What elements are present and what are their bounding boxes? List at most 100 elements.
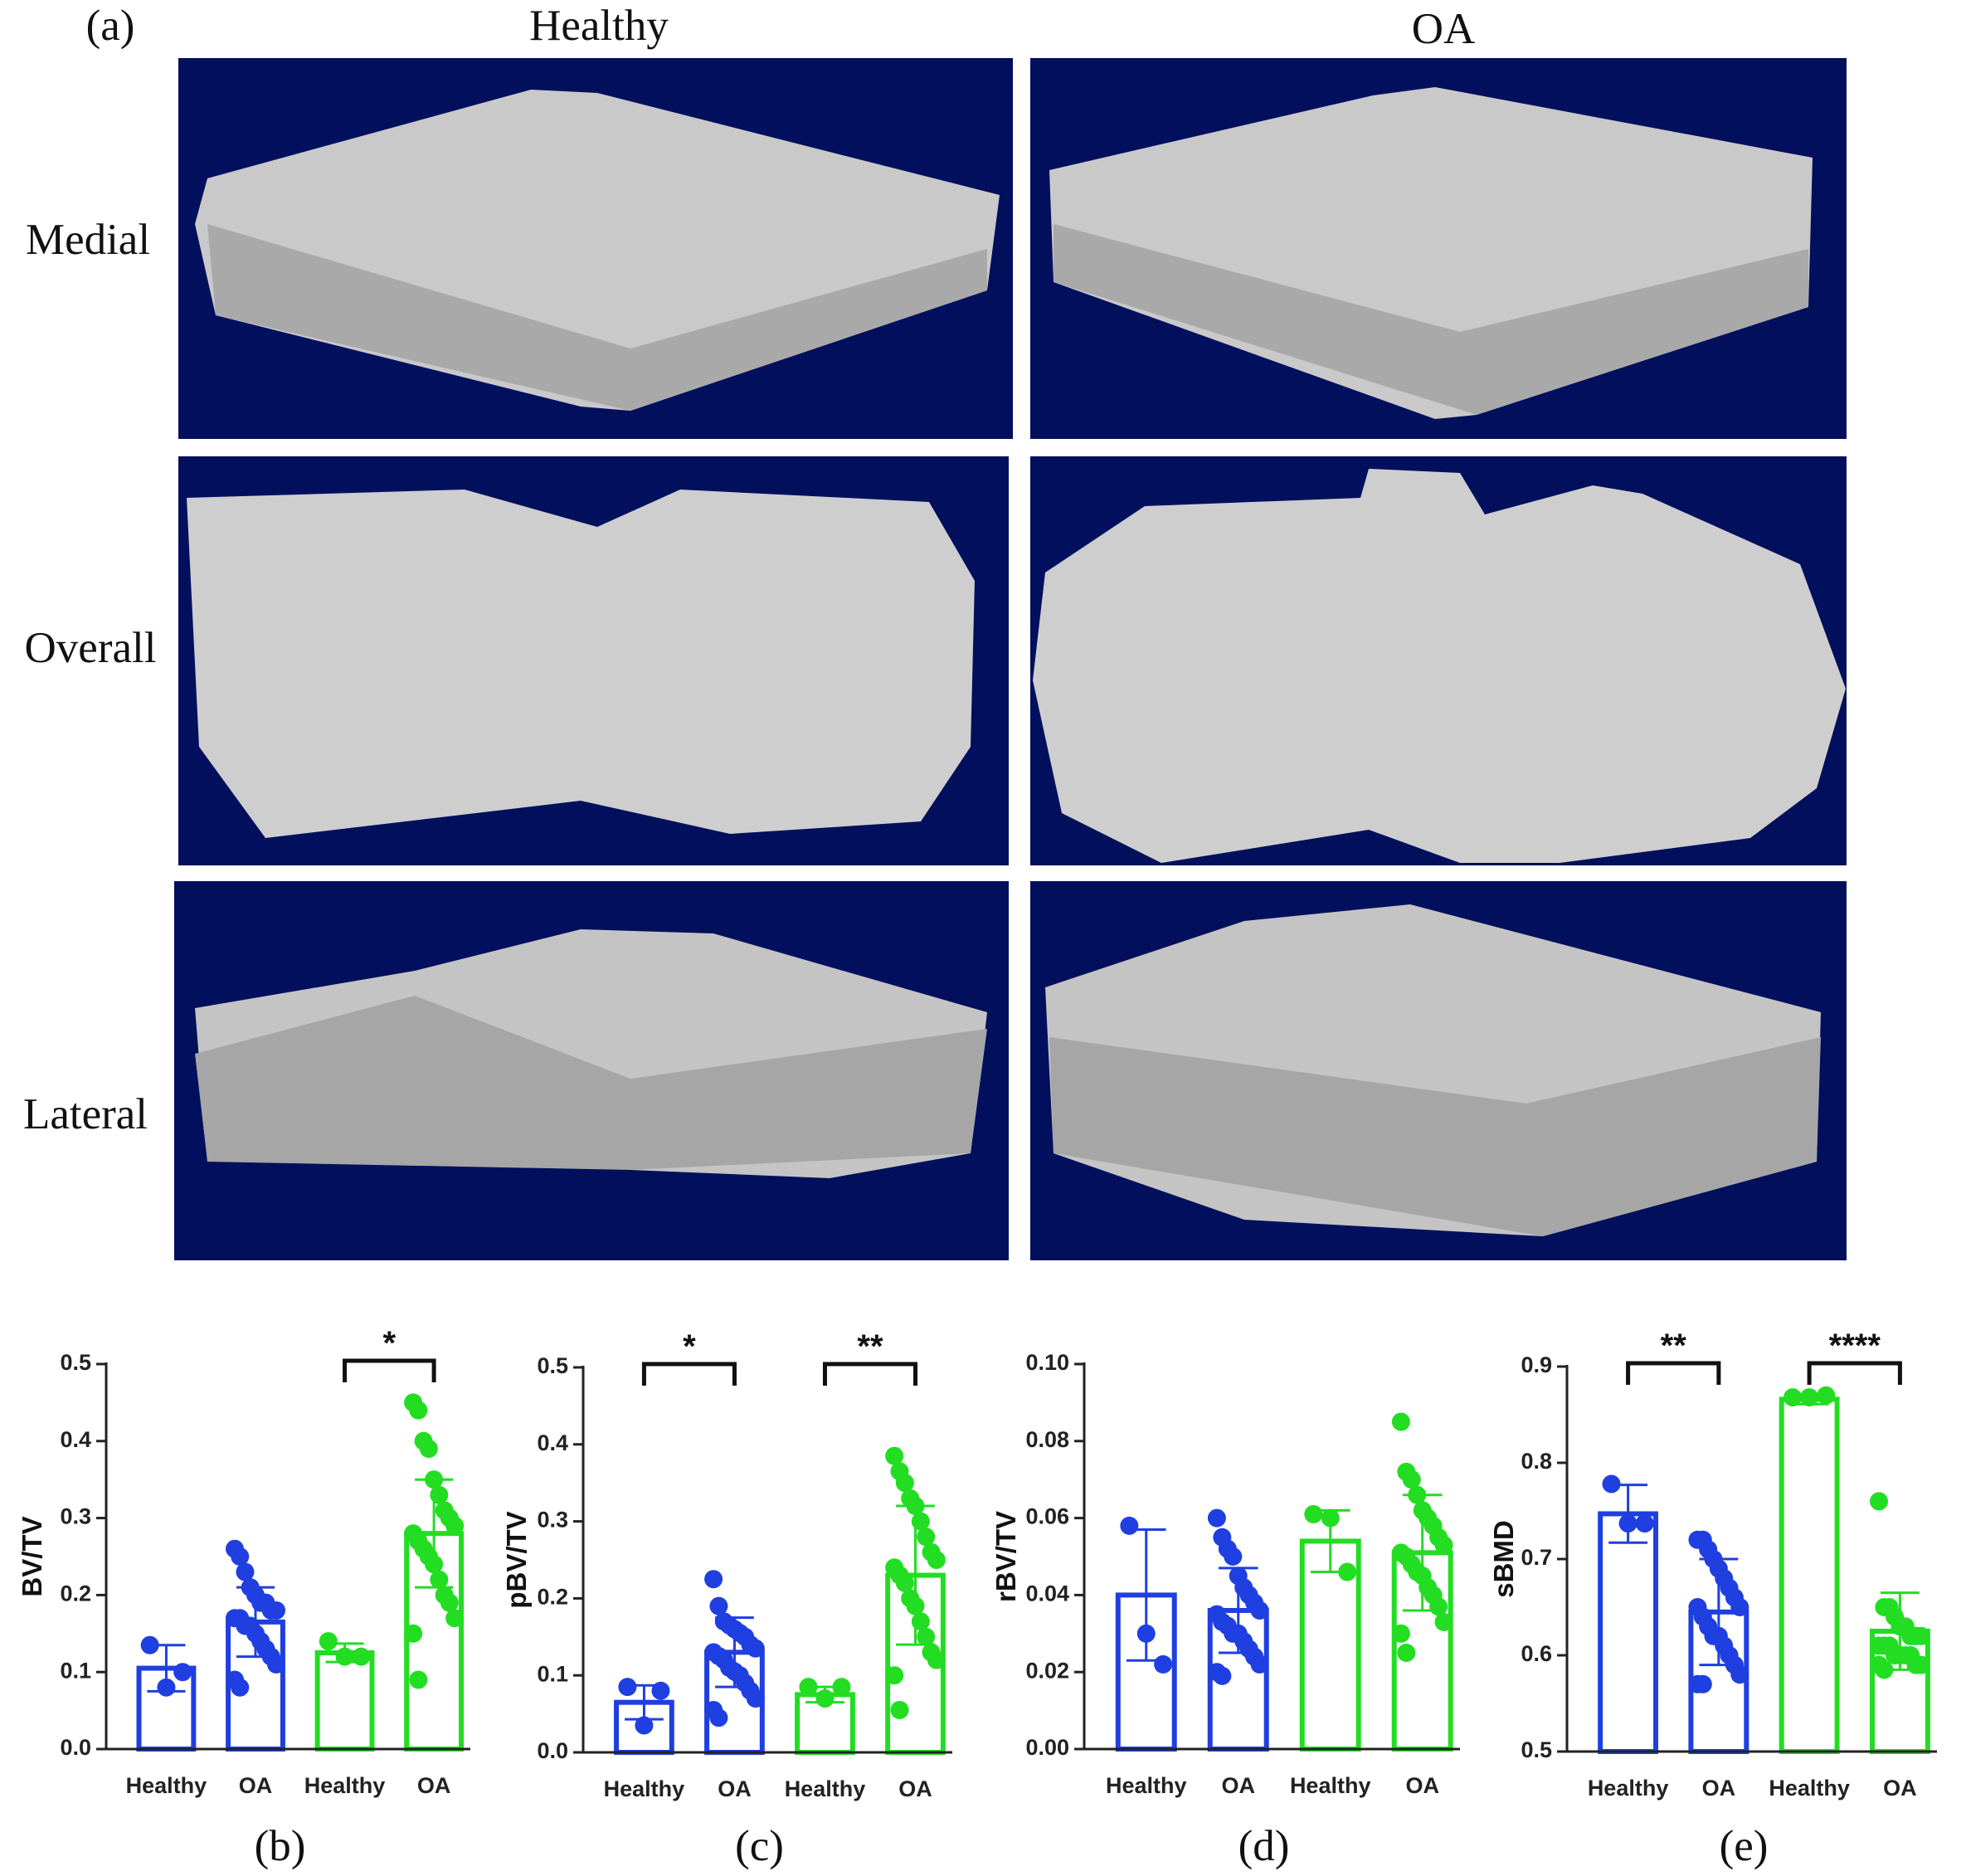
y-tick-label: 0.7 <box>1521 1545 1552 1570</box>
y-tick-label: 0.6 <box>1521 1641 1552 1666</box>
data-point <box>1250 1654 1269 1674</box>
data-point <box>709 1708 728 1727</box>
data-point <box>917 1528 936 1547</box>
y-tick-label: 0.0 <box>60 1735 91 1760</box>
column-label: Healthy <box>529 2 669 50</box>
y-tick-label: 0.9 <box>1521 1352 1552 1377</box>
data-point <box>917 1627 936 1646</box>
data-point <box>1408 1485 1427 1504</box>
data-point <box>704 1570 723 1589</box>
y-axis-title: rBV/TV <box>990 1511 1021 1602</box>
data-point <box>1154 1654 1173 1674</box>
data-point <box>618 1678 637 1697</box>
data-point <box>425 1555 444 1574</box>
y-tick-label: 0.3 <box>537 1508 568 1532</box>
y-axis-title: BV/TV <box>17 1516 47 1596</box>
data-point <box>157 1678 176 1697</box>
y-tick-label: 0.2 <box>537 1585 568 1610</box>
data-point <box>885 1666 904 1685</box>
x-tick-label: OA <box>1702 1776 1736 1800</box>
data-point <box>911 1512 930 1531</box>
data-point <box>1875 1660 1894 1679</box>
data-point <box>885 1446 904 1465</box>
significance-label: **** <box>1829 1328 1881 1364</box>
x-tick-label: Healthy <box>604 1776 685 1801</box>
bone-render <box>187 490 975 838</box>
y-tick-label: 0.10 <box>1025 1350 1069 1375</box>
data-point <box>746 1639 765 1658</box>
bar <box>314 1650 375 1752</box>
y-tick-label: 0.1 <box>537 1661 568 1686</box>
data-point <box>799 1678 818 1697</box>
data-point <box>430 1570 449 1589</box>
data-point <box>1136 1624 1156 1643</box>
bar <box>795 1692 855 1756</box>
panel-label: (d) <box>1238 1822 1290 1870</box>
data-point <box>445 1516 465 1535</box>
data-point <box>815 1689 835 1708</box>
y-tick-label: 0.5 <box>1521 1737 1552 1762</box>
data-point <box>425 1470 444 1489</box>
column-label: OA <box>1412 5 1476 53</box>
y-tick-label: 0.8 <box>1521 1449 1552 1474</box>
data-point <box>1635 1514 1654 1533</box>
y-tick-label: 0.4 <box>60 1427 91 1452</box>
data-point <box>906 1596 925 1615</box>
bone-render <box>1049 1037 1821 1236</box>
data-point <box>1869 1492 1888 1511</box>
data-point <box>895 1573 914 1592</box>
panel-label: (e) <box>1720 1822 1769 1870</box>
y-tick-label: 0.06 <box>1025 1504 1069 1529</box>
data-point <box>746 1689 765 1708</box>
x-tick-label: Healthy <box>1588 1776 1669 1800</box>
render-panels <box>174 58 1847 1260</box>
data-point <box>1321 1508 1340 1528</box>
data-point <box>1391 1412 1410 1431</box>
data-point <box>419 1440 438 1459</box>
data-point <box>430 1485 449 1504</box>
y-axis-title: sBMD <box>1488 1520 1519 1598</box>
significance-bracket <box>343 1358 436 1382</box>
data-point <box>1911 1626 1930 1645</box>
bone-render <box>1033 469 1846 863</box>
data-point <box>173 1663 192 1682</box>
x-tick-label: Healthy <box>126 1773 207 1798</box>
x-tick-label: OA <box>898 1776 932 1801</box>
significance-bracket <box>1626 1361 1721 1385</box>
data-point <box>911 1612 930 1631</box>
data-point <box>409 1401 428 1420</box>
x-tick-label: OA <box>1405 1773 1439 1798</box>
data-point <box>895 1474 914 1493</box>
bar <box>1779 1396 1840 1754</box>
data-point <box>651 1681 670 1700</box>
data-point <box>231 1678 250 1697</box>
data-point <box>319 1632 338 1651</box>
data-point <box>1207 1508 1226 1528</box>
bone-render <box>1054 224 1808 415</box>
y-axis-title: pBV/TV <box>501 1511 532 1608</box>
data-point <box>890 1700 909 1719</box>
y-tick-label: 0.5 <box>60 1350 91 1375</box>
panel-label: (b) <box>255 1822 306 1870</box>
data-point <box>1391 1624 1410 1643</box>
data-point <box>445 1609 465 1628</box>
data-point <box>1213 1666 1232 1685</box>
y-tick-label: 0.5 <box>537 1353 568 1378</box>
data-point <box>1224 1547 1243 1566</box>
row-label: Overall <box>25 624 157 672</box>
x-tick-label: OA <box>417 1773 451 1798</box>
data-point <box>927 1551 946 1569</box>
significance-label: * <box>683 1328 696 1365</box>
bone-render <box>195 996 987 1170</box>
data-point <box>1120 1516 1139 1535</box>
significance-bracket <box>1807 1361 1902 1385</box>
y-tick-label: 0.02 <box>1025 1658 1069 1683</box>
data-point <box>1911 1655 1930 1674</box>
bone-render <box>207 224 987 411</box>
y-tick-label: 0.1 <box>60 1658 91 1683</box>
data-point <box>1730 1665 1749 1684</box>
x-tick-label: OA <box>1221 1773 1255 1798</box>
data-point <box>267 1601 286 1620</box>
data-point <box>404 1624 423 1643</box>
